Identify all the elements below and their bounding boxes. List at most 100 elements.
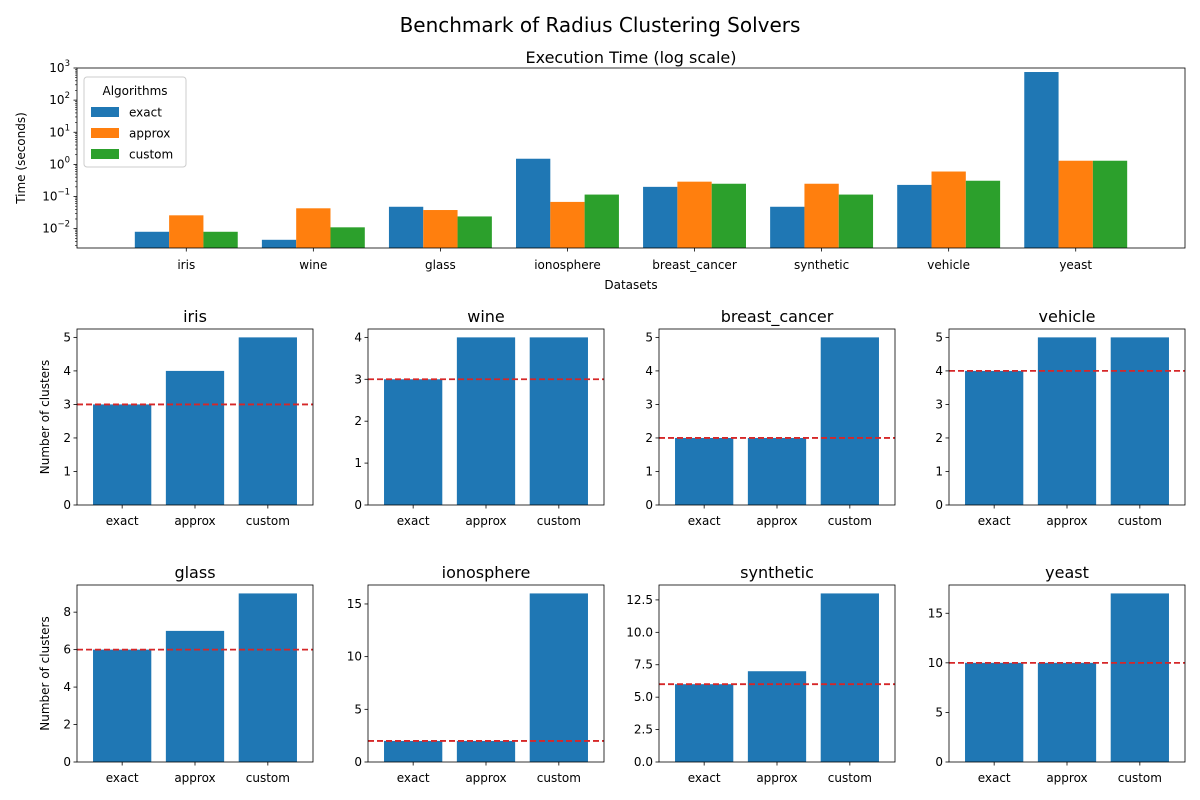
x-tick-label-custom: custom (537, 514, 581, 528)
legend-label-approx: approx (129, 127, 170, 141)
time-chart-xlabel: Datasets (604, 278, 657, 292)
subplot-frame (76, 328, 314, 506)
time-bar-custom-breast_cancer (711, 183, 746, 248)
time-bar-exact-ionosphere (516, 158, 551, 248)
y-tick-label: 10 (928, 656, 943, 670)
time-bar-custom-glass (457, 216, 492, 248)
subplot-title: breast_cancer (721, 307, 834, 327)
subplot-title: vehicle (1039, 307, 1096, 326)
x-tick-label-exact: exact (106, 771, 139, 785)
cluster-count-charts: iris 0 1 2 3 4 5 exact approx custom Number of clu… (38, 307, 1186, 785)
y-tick-label: 15 (928, 606, 943, 620)
cluster-bar-exact (965, 370, 1024, 505)
y-tick-label: 4 (645, 364, 653, 378)
legend-swatch-exact (91, 107, 119, 117)
cluster-bar-custom (529, 337, 588, 505)
cluster-bar-custom (1110, 593, 1169, 762)
clusters-chart-yeast: yeast 0 5 10 15 exact approx custom (928, 563, 1186, 785)
time-chart-ylabel: Time (seconds) (14, 112, 28, 205)
time-bar-custom-wine (330, 227, 365, 248)
x-tick-label-approx: approx (756, 771, 797, 785)
x-tick-label-custom: custom (246, 771, 290, 785)
clusters-chart-iris: iris 0 1 2 3 4 5 exact approx custom Number of clu… (38, 307, 314, 528)
clusters-chart-wine: wine 0 1 2 3 4 exact approx custom (354, 307, 605, 528)
x-tick-label-approx: approx (465, 514, 506, 528)
y-tick-label: 5 (63, 330, 71, 344)
time-bar-exact-wine (261, 239, 297, 248)
cluster-bar-custom (820, 593, 879, 762)
cluster-bar-exact (675, 684, 734, 762)
cluster-bar-exact (965, 662, 1024, 762)
cluster-bar-exact (93, 404, 152, 505)
y-tick-label: 0 (63, 755, 71, 769)
subplot-frame (948, 328, 1186, 506)
x-tick-label-synthetic: synthetic (794, 258, 849, 272)
time-bar-exact-vehicle (897, 184, 932, 248)
time-bar-custom-vehicle (965, 180, 1001, 248)
clusters-chart-breast_cancer: breast_cancer 0 1 2 3 4 5 exact approx custom (645, 307, 896, 528)
time-bar-exact-breast_cancer (643, 186, 678, 248)
cluster-bar-custom (820, 337, 879, 505)
cluster-bar-approx (747, 671, 807, 762)
y-tick-label: 6 (63, 643, 71, 657)
y-tick-label: 3 (354, 372, 362, 386)
y-tick-label: 103 (49, 59, 70, 75)
time-bar-approx-iris (169, 215, 204, 248)
clusters-chart-synthetic: synthetic 0.0 2.5 5.0 7.5 10.0 12.5 exact approx… (626, 563, 896, 785)
time-bar-exact-synthetic (770, 206, 805, 248)
x-tick-label-exact: exact (688, 771, 721, 785)
y-tick-label: 10−2 (42, 220, 70, 236)
y-tick-label: 1 (935, 464, 943, 478)
y-tick-label: 2 (63, 718, 71, 732)
y-tick-label: 100 (49, 155, 70, 171)
time-bar-exact-glass (388, 206, 424, 248)
time-bar-custom-ionosphere (584, 194, 619, 248)
time-chart-title: Execution Time (log scale) (525, 48, 736, 67)
x-tick-label-approx: approx (465, 771, 506, 785)
time-bar-custom-yeast (1092, 160, 1128, 248)
cluster-bar-approx (1037, 662, 1097, 762)
y-tick-label: 0 (645, 498, 653, 512)
time-bar-exact-iris (134, 231, 170, 248)
y-tick-label: 2 (63, 431, 71, 445)
x-tick-label-approx: approx (756, 514, 797, 528)
subplot-ylabel: Number of clusters (38, 360, 52, 474)
x-tick-label-custom: custom (828, 514, 872, 528)
time-bar-custom-iris (203, 231, 238, 248)
cluster-bar-exact (675, 437, 734, 505)
x-tick-label-yeast: yeast (1059, 258, 1092, 272)
x-tick-label-custom: custom (246, 514, 290, 528)
cluster-bar-approx (165, 630, 225, 762)
x-tick-label-exact: exact (397, 514, 430, 528)
time-chart-frame (76, 67, 1186, 249)
subplot-frame (658, 328, 896, 506)
subplot-frame (76, 584, 314, 763)
x-tick-label-custom: custom (537, 771, 581, 785)
y-tick-label: 5 (645, 330, 653, 344)
x-tick-label-custom: custom (828, 771, 872, 785)
y-tick-label: 5 (935, 330, 943, 344)
y-tick-label: 10−1 (42, 188, 70, 204)
legend-title: Algorithms (102, 84, 167, 98)
cluster-bar-exact (384, 740, 443, 762)
y-tick-label: 0 (935, 755, 943, 769)
time-bar-approx-synthetic (804, 183, 839, 248)
y-tick-label: 12.5 (626, 593, 653, 607)
y-tick-label: 3 (63, 397, 71, 411)
cluster-bar-approx (165, 370, 225, 505)
cluster-bar-approx (1037, 337, 1097, 505)
clusters-chart-glass: glass 0 2 4 6 8 exact approx custom Number of clu… (38, 563, 314, 785)
y-tick-label: 5.0 (634, 690, 653, 704)
x-tick-label-wine: wine (299, 258, 327, 272)
subplot-title: wine (467, 307, 505, 326)
subplot-title: iris (183, 307, 207, 326)
y-tick-label: 3 (645, 397, 653, 411)
y-tick-label: 0 (354, 755, 362, 769)
y-tick-label: 4 (63, 364, 71, 378)
cluster-bar-approx (456, 337, 516, 505)
y-tick-label: 102 (49, 91, 70, 107)
subplot-title: yeast (1045, 563, 1089, 582)
x-tick-label-exact: exact (397, 771, 430, 785)
x-tick-label-exact: exact (978, 514, 1011, 528)
x-tick-label-exact: exact (978, 771, 1011, 785)
